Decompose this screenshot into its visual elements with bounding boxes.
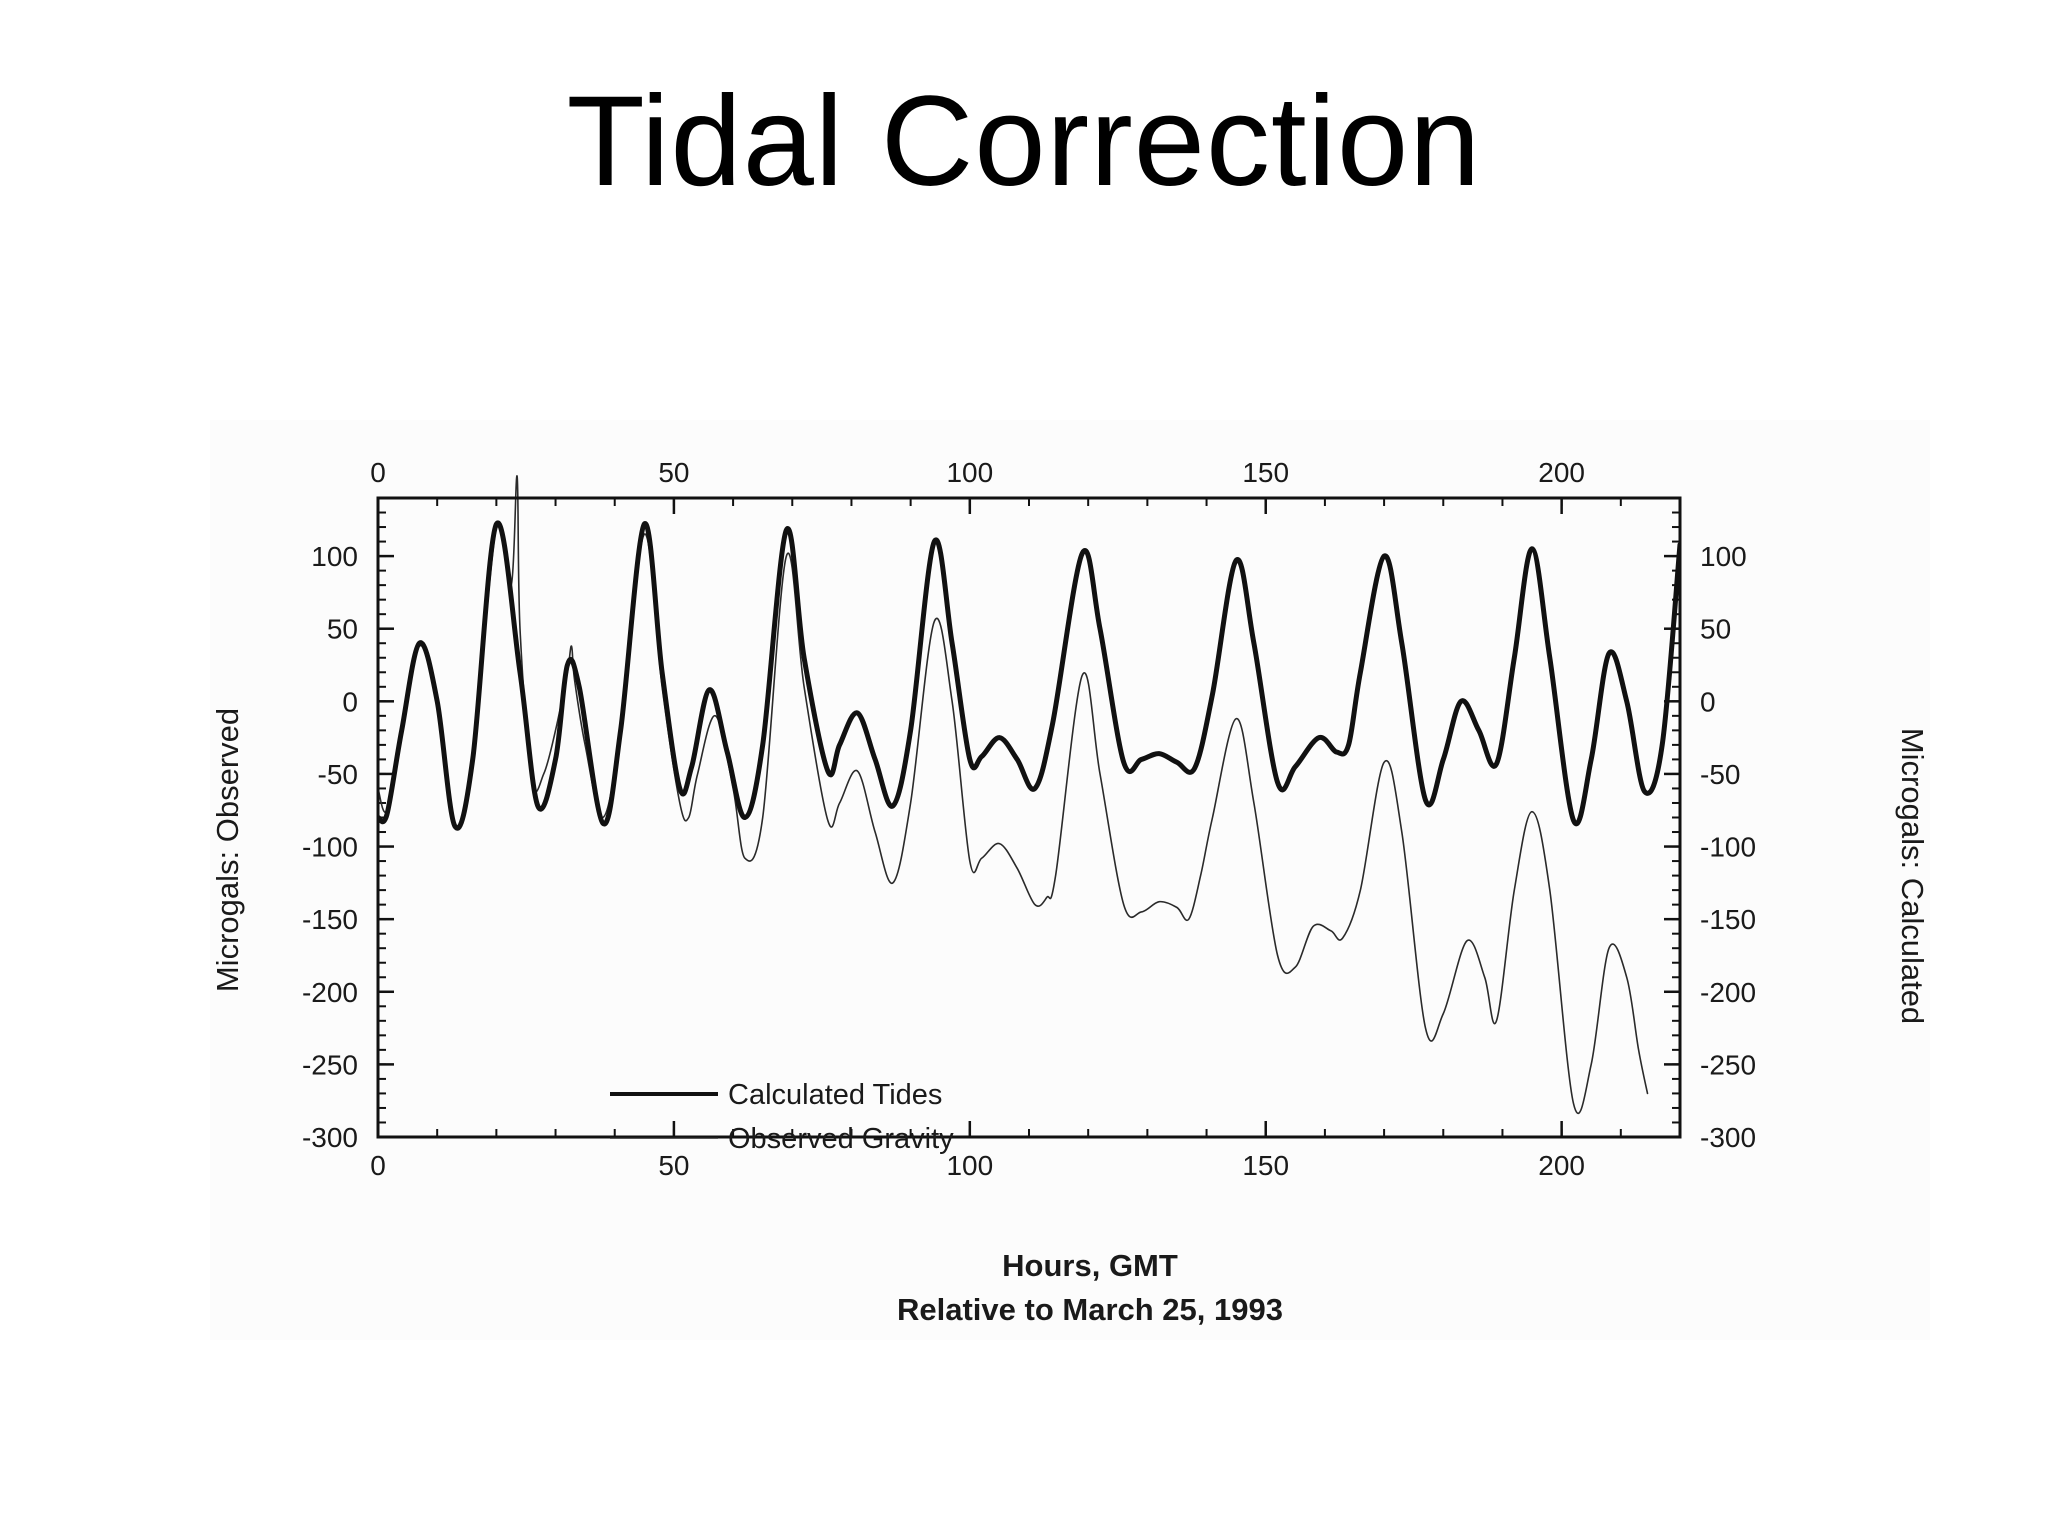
- chart-area: 0 0 50 50 100 100 150 150 200 200 100 100 50 50 0 0 -50 -…: [210, 420, 1930, 1340]
- x-tick-label-top: 50: [658, 457, 689, 488]
- x-tick-label-bottom: 100: [946, 1150, 993, 1181]
- y-tick-label-left: -150: [302, 904, 358, 935]
- slide-title: Tidal Correction: [566, 70, 1482, 213]
- y-tick-label-left: -200: [302, 977, 358, 1008]
- labels-layer: 0 0 50 50 100 100 150 150 200 200 100 100 50 50 0 0 -50 -…: [302, 457, 1756, 1181]
- x-tick-label-bottom: 50: [658, 1150, 689, 1181]
- x-tick-label-bottom: 0: [370, 1150, 386, 1181]
- y-tick-label-right: -100: [1700, 832, 1756, 863]
- y-tick-label-right: -150: [1700, 904, 1756, 935]
- legend-label-calculated: Calculated Tides: [728, 1079, 942, 1111]
- x-axis-label: Hours, GMT: [1002, 1248, 1178, 1283]
- y-tick-label-right: -300: [1700, 1122, 1756, 1153]
- y-tick-label-left: 50: [327, 614, 358, 645]
- x-tick-label-top: 100: [946, 457, 993, 488]
- x-tick-label-bottom: 200: [1538, 1150, 1585, 1181]
- y-tick-label-left: -300: [302, 1122, 358, 1153]
- y-tick-label-right: 100: [1700, 541, 1747, 572]
- y-tick-label-right: 50: [1700, 614, 1731, 645]
- y-axis-label-left: Microgals: Observed: [210, 708, 245, 992]
- x-tick-label-bottom: 150: [1242, 1150, 1289, 1181]
- x-tick-label-top: 0: [370, 457, 386, 488]
- y-tick-label-right: -200: [1700, 977, 1756, 1008]
- y-axis-label-right: Microgals: Calculated: [1895, 728, 1930, 1024]
- tick-layer: [376, 497, 1681, 1139]
- y-tick-label-left: 0: [342, 686, 358, 717]
- y-tick-label-left: -250: [302, 1049, 358, 1080]
- series-layer: [378, 475, 1680, 1114]
- y-tick-label-right: -250: [1700, 1049, 1756, 1080]
- legend: Calculated Tides Observed Gravity: [610, 1079, 954, 1155]
- y-tick-label-left: -100: [302, 832, 358, 863]
- y-tick-label-right: -50: [1700, 759, 1740, 790]
- y-tick-label-left: 100: [311, 541, 358, 572]
- y-tick-label-left: -50: [318, 759, 358, 790]
- tidal-chart: 0 0 50 50 100 100 150 150 200 200 100 100 50 50 0 0 -50 -…: [210, 457, 1930, 1327]
- x-tick-label-top: 150: [1242, 457, 1289, 488]
- plot-frame: [376, 496, 1682, 1139]
- y-tick-label-right: 0: [1700, 686, 1716, 717]
- x-tick-label-top: 200: [1538, 457, 1585, 488]
- x-axis-sublabel: Relative to March 25, 1993: [897, 1292, 1283, 1327]
- legend-label-observed: Observed Gravity: [728, 1123, 954, 1155]
- series-line-calculated-tides: [378, 520, 1680, 831]
- series-line-observed-gravity: [378, 475, 1649, 1114]
